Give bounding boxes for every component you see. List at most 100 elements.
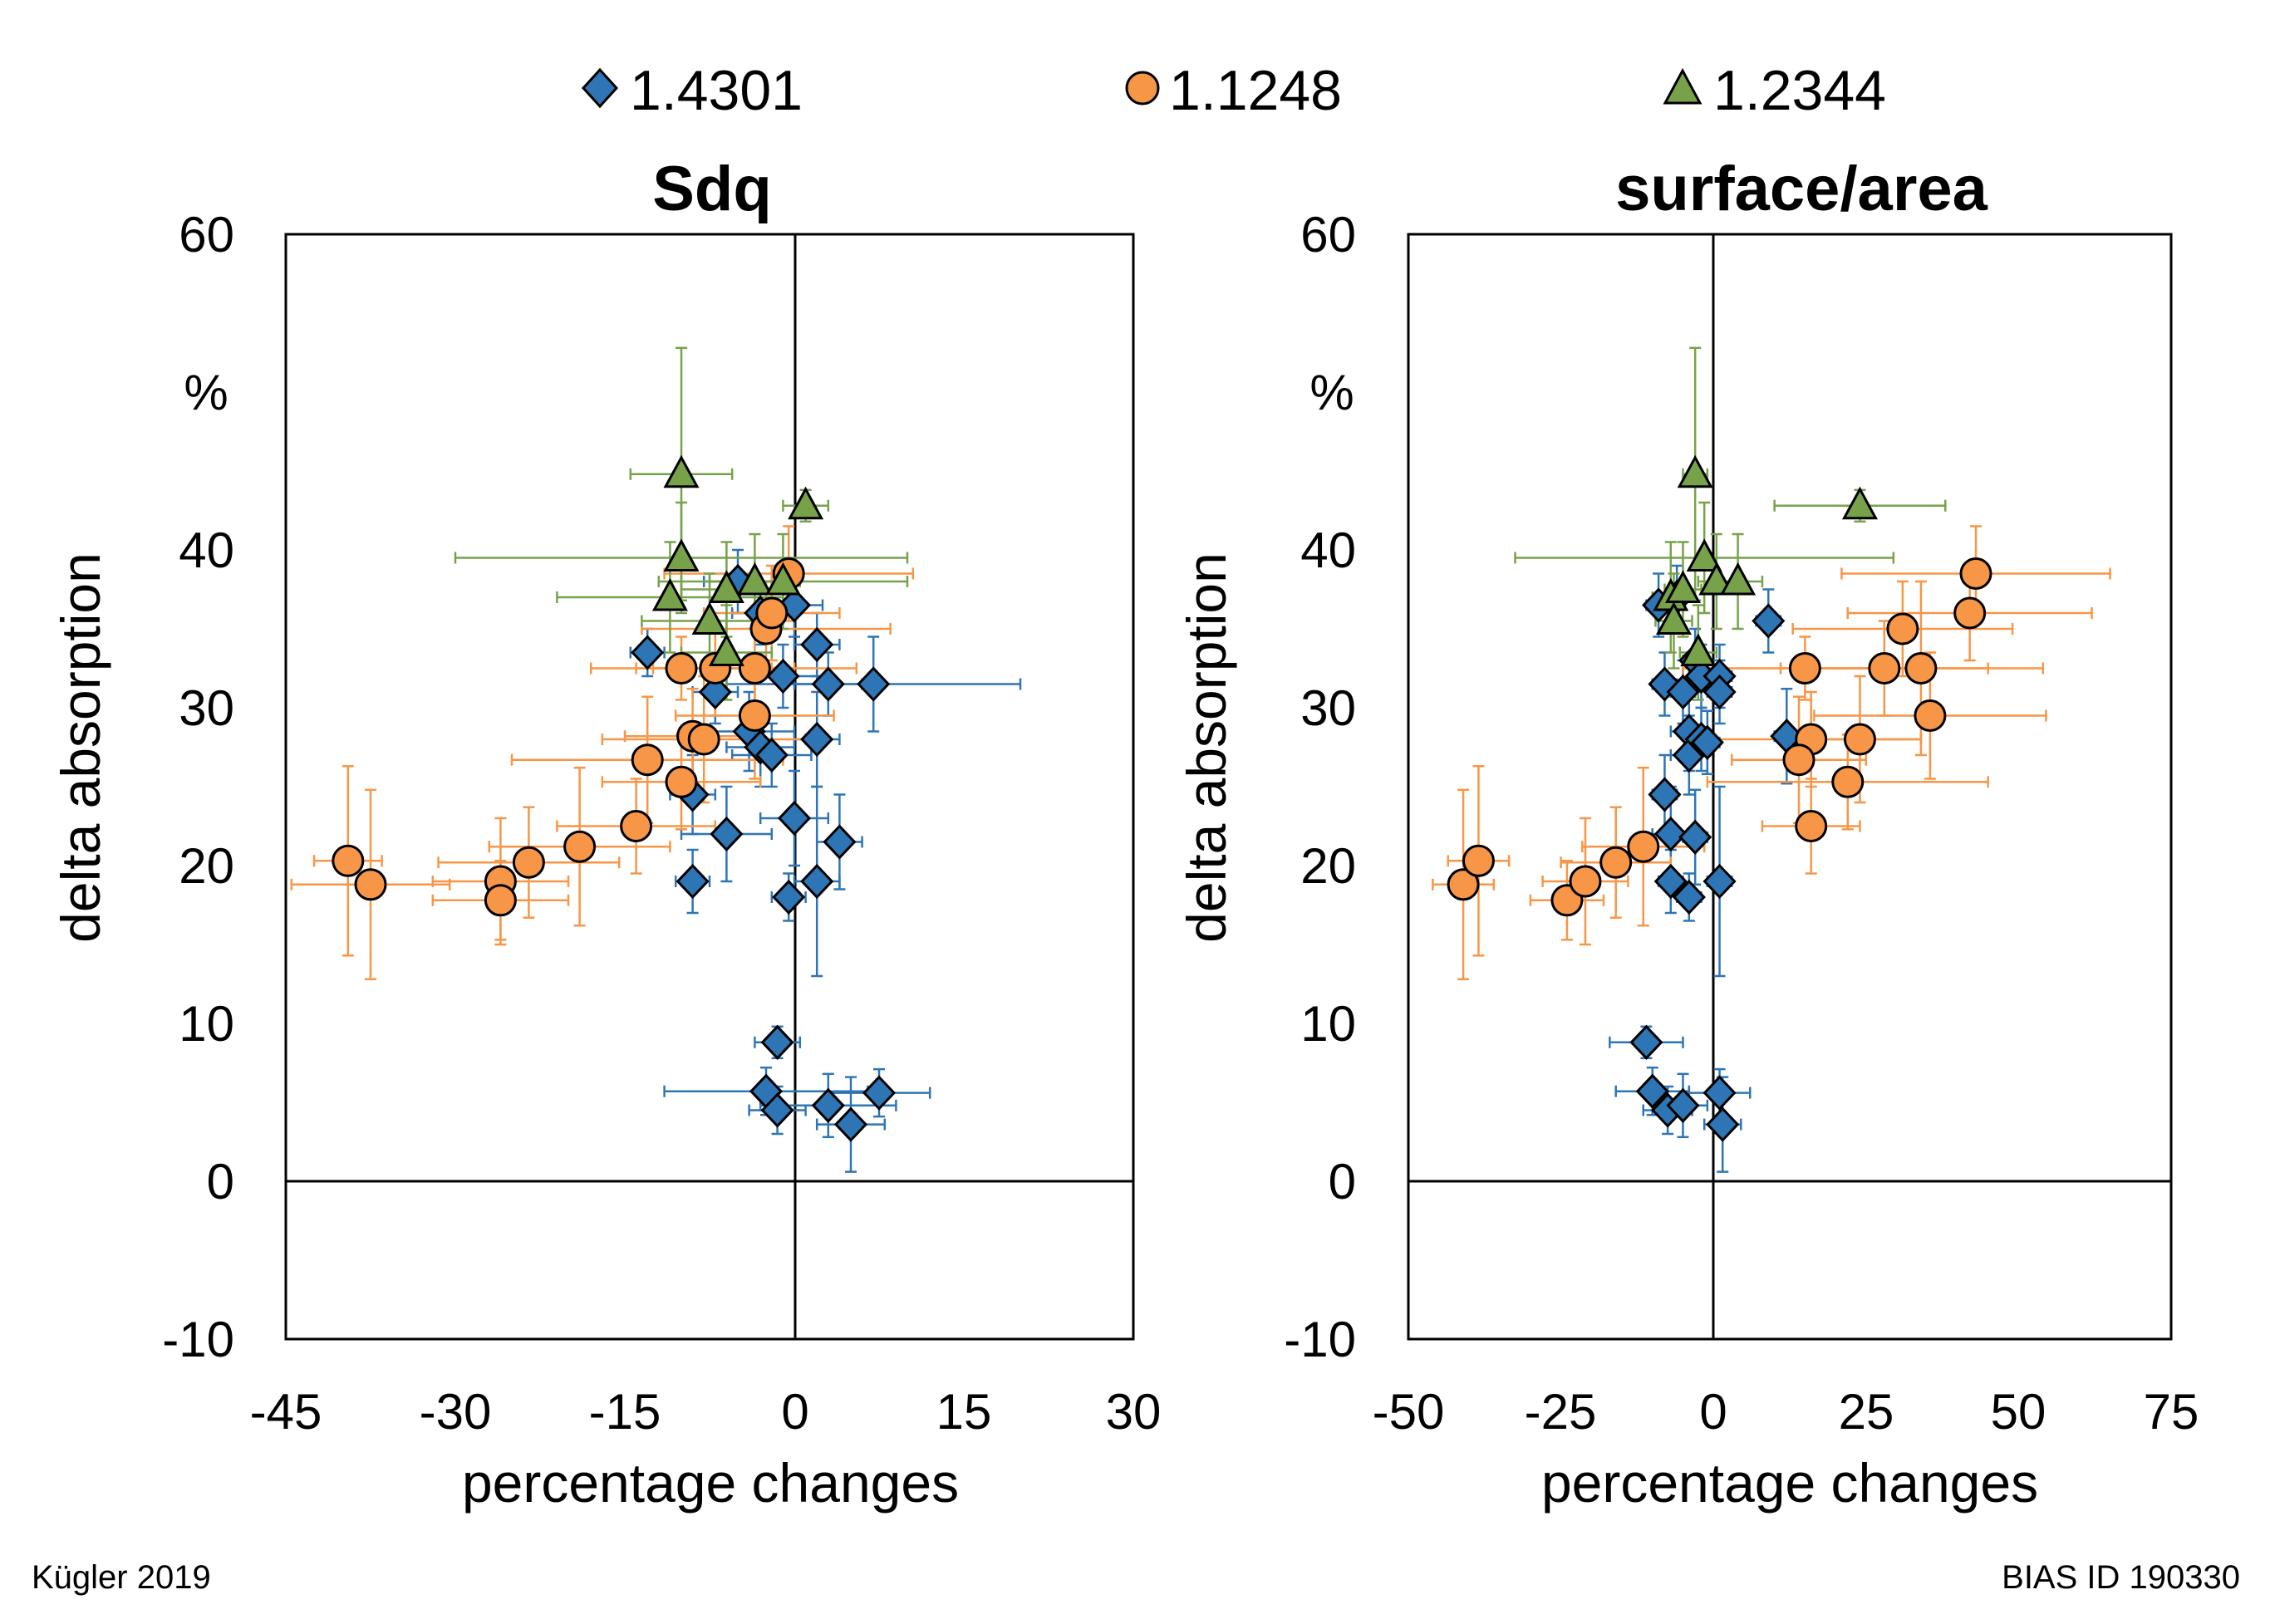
data-point-circle (1627, 830, 1660, 863)
x-tick-label: 0 (781, 1384, 808, 1440)
data-point-diamond (1702, 863, 1737, 900)
data-point-circle (1843, 723, 1876, 756)
x-tick-labels-surface-area: -50 -25 0 25 50 75 (1373, 1384, 2199, 1440)
data-point-triangle (788, 486, 824, 520)
legend-label-1-2344: 1.2344 (1713, 59, 1886, 122)
legend-label-1-1248: 1.1248 (1169, 59, 1342, 122)
y-tick-label: 40 (179, 523, 234, 578)
y-tick-labels-sdq: -10 0 10 20 30 40 60 % (162, 207, 234, 1367)
y-unit-label-sdq: % (184, 365, 228, 420)
data-point-triangle (1677, 454, 1713, 488)
data-point-triangle (651, 577, 688, 611)
data-point-triangle (1655, 601, 1692, 635)
data-point-diamond (800, 863, 834, 900)
legend-marker-1-2344 (1663, 67, 1702, 105)
zero-lines-sdq (286, 234, 1133, 1339)
data-point-circle (1447, 868, 1480, 901)
data-point-diamond (857, 666, 891, 702)
chart-title-surface-area: surface/area (1615, 154, 1988, 224)
y-tick-label: 10 (179, 996, 234, 1052)
data-point-circle (354, 868, 387, 901)
legend-marker-1-1248 (1125, 71, 1160, 105)
data-point-triangle (663, 538, 700, 572)
y-tick-labels-surface-area: -10 0 10 20 30 40 60 % (1284, 207, 1356, 1367)
y-tick-label: 30 (179, 680, 234, 736)
y-tick-label: 60 (179, 207, 234, 262)
data-point-diamond (1653, 863, 1688, 900)
data-point-diamond (1702, 674, 1737, 710)
data-point-circle (1462, 844, 1495, 877)
y-tick-label: -10 (1284, 1312, 1356, 1367)
data-point-diamond (811, 1087, 845, 1123)
data-point-diamond (1752, 603, 1786, 639)
data-point-diamond (1706, 1106, 1740, 1142)
data-point-diamond (777, 800, 812, 837)
data-point-diamond (1629, 1024, 1663, 1060)
plot-frame-sdq (284, 233, 1135, 1341)
chart-sdq: Sdq -10 0 10 20 30 40 60 % -45 -30 -15 0… (50, 154, 1161, 1514)
data-point-triangle (736, 562, 773, 596)
data-point-triangle (663, 454, 700, 488)
data-point-diamond (710, 816, 744, 852)
x-tick-label: -30 (420, 1384, 492, 1440)
y-axis-label-sdq: delta absorption (50, 552, 111, 943)
data-point-circle (332, 844, 365, 877)
data-point-diamond (676, 863, 710, 900)
data-point-diamond (766, 658, 800, 694)
data-point-circle (1831, 765, 1865, 798)
x-tick-label: -25 (1525, 1384, 1597, 1440)
data-point-triangle (708, 633, 744, 666)
x-axis-label-surface-area: percentage changes (1541, 1452, 2038, 1514)
data-point-triangle (1664, 570, 1702, 603)
data-point-diamond (800, 721, 834, 758)
data-point-circle (1599, 846, 1633, 879)
data-point-triangle (1841, 486, 1878, 520)
data-point-diamond (811, 666, 845, 702)
data-marks-surface-area (1432, 346, 2111, 1173)
data-point-triangle (1680, 633, 1717, 666)
data-point-diamond (760, 1024, 794, 1060)
zero-lines-surface-area (1408, 234, 2171, 1339)
data-point-circle (665, 652, 698, 684)
data-point-circle (738, 699, 771, 732)
data-point-circle (563, 830, 597, 863)
data-point-circle (1959, 557, 1992, 590)
data-point-circle (1914, 699, 1947, 732)
x-tick-label: 50 (1991, 1384, 2046, 1440)
data-point-diamond (1678, 819, 1712, 855)
data-point-diamond (800, 626, 834, 663)
x-axis-label-sdq: percentage changes (462, 1452, 959, 1514)
legend-marker-1-4301 (581, 67, 619, 109)
data-point-diamond (754, 737, 789, 773)
x-tick-label: -50 (1373, 1384, 1445, 1440)
data-point-triangle (1686, 538, 1722, 572)
data-point-diamond (1702, 1075, 1737, 1111)
y-unit-label-surface-area: % (1309, 365, 1354, 420)
y-tick-label: 20 (179, 838, 234, 894)
data-point-circle (1904, 652, 1938, 684)
data-point-diamond (631, 635, 665, 670)
data-point-diamond (823, 824, 857, 860)
data-point-diamond (760, 1092, 794, 1128)
y-tick-label: 30 (1300, 680, 1356, 736)
y-tick-label: 0 (207, 1154, 234, 1209)
data-point-diamond (1648, 777, 1682, 812)
data-point-diamond (1666, 674, 1700, 710)
y-tick-label: 40 (1300, 523, 1356, 578)
footer-author: Kügler 2019 (32, 1559, 211, 1596)
data-point-circle (755, 596, 789, 630)
data-point-triangle (1720, 562, 1757, 596)
chart-title-sdq: Sdq (652, 154, 772, 224)
data-point-circle (1868, 652, 1901, 684)
x-tick-label: -45 (250, 1384, 322, 1440)
x-tick-label: 25 (1839, 1384, 1894, 1440)
x-tick-label: 0 (1699, 1384, 1727, 1440)
data-point-circle (1569, 865, 1602, 898)
y-tick-label: -10 (162, 1312, 234, 1367)
data-point-triangle (1698, 562, 1735, 596)
data-point-diamond (772, 879, 806, 915)
data-point-triangle (708, 570, 744, 603)
data-point-triangle (691, 601, 728, 635)
footer-id: BIAS ID 190330 (2002, 1559, 2240, 1596)
